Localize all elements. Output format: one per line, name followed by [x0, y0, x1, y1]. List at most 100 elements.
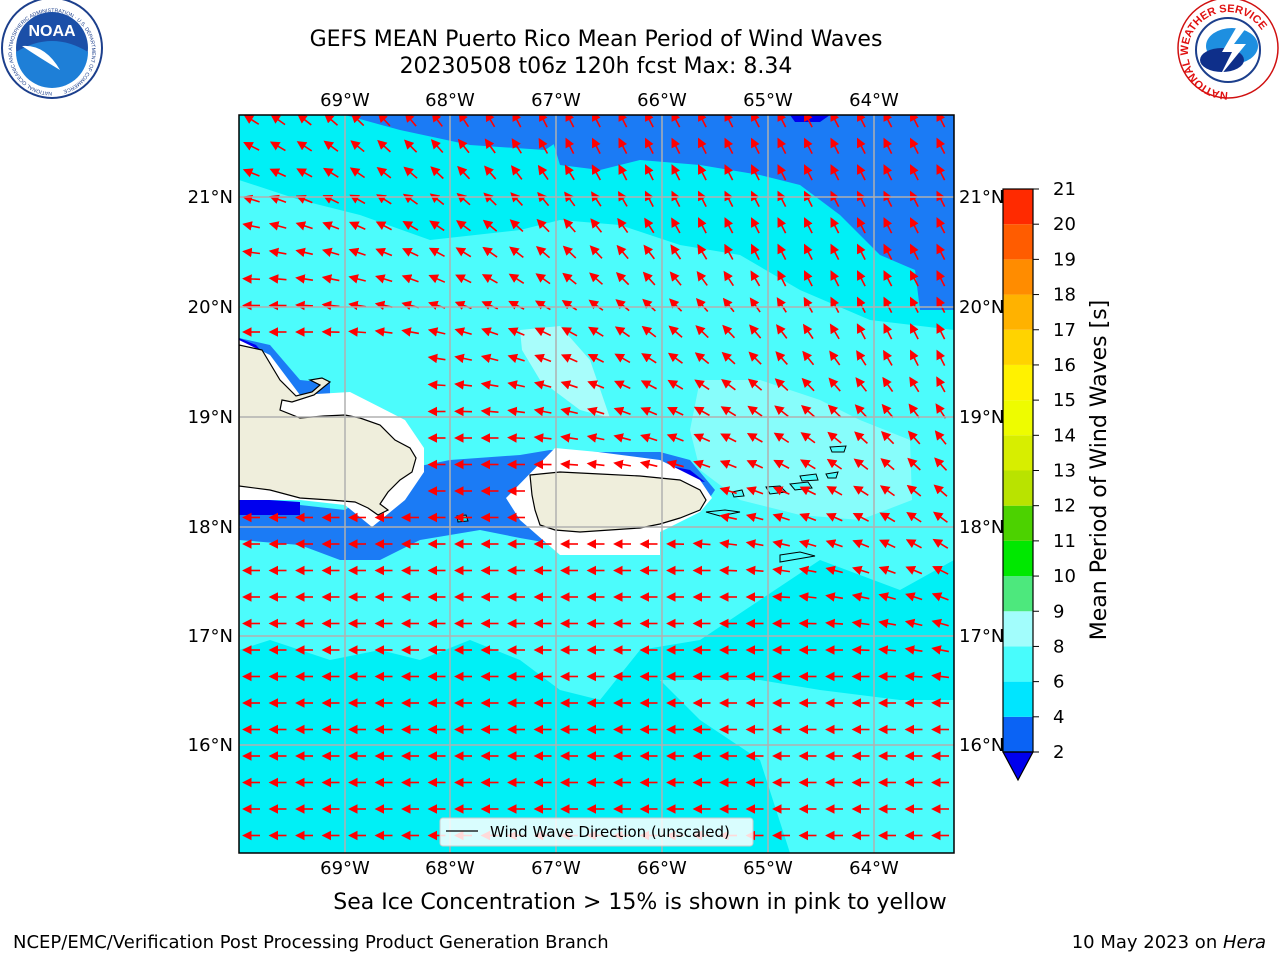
wave-direction-arrow: [642, 271, 656, 286]
colorbar-tick-label: 21: [1053, 179, 1076, 200]
wave-direction-arrow: [375, 274, 393, 284]
wave-direction-arrow: [644, 217, 655, 234]
wave-direction-arrow: [883, 164, 893, 181]
wave-direction-arrow: [828, 377, 841, 392]
wave-direction-arrow: [721, 379, 736, 391]
wave-direction-arrow: [644, 190, 654, 207]
wave-direction-arrow: [721, 351, 736, 365]
wave-direction-arrow: [856, 323, 866, 340]
colorbar-tick-label: 14: [1053, 425, 1076, 446]
wave-direction-arrow: [749, 297, 761, 313]
wave-direction-arrow: [375, 221, 392, 231]
wave-direction-arrow: [698, 190, 707, 207]
colorbar-segment: [1003, 716, 1033, 752]
wave-direction-arrow: [617, 217, 629, 233]
wave-direction-arrow: [904, 618, 923, 629]
wave-direction-arrow: [666, 459, 684, 470]
wave-direction-arrow: [586, 433, 605, 443]
wave-direction-arrow: [857, 243, 866, 260]
wave-direction-arrow: [747, 378, 763, 391]
lon-label-top: 69°W: [320, 90, 370, 111]
wave-direction-arrow: [614, 353, 631, 364]
wave-direction-arrow: [242, 221, 260, 231]
wave-direction-arrow: [429, 220, 445, 232]
lat-label-right: 21°N: [959, 187, 1004, 208]
wave-direction-arrow: [586, 459, 605, 470]
wave-direction-arrow: [348, 247, 366, 257]
wave-direction-arrow: [591, 164, 602, 181]
wave-direction-arrow: [881, 430, 895, 445]
wave-direction-arrow: [801, 404, 816, 418]
colorbar-tick-label: 17: [1053, 320, 1076, 341]
wave-direction-arrow: [508, 300, 525, 310]
wave-direction-arrow: [932, 566, 949, 575]
wave-direction-arrow: [934, 457, 948, 471]
wave-direction-arrow: [642, 298, 656, 312]
wave-direction-arrow: [751, 137, 760, 154]
wave-direction-arrow: [511, 138, 522, 154]
wave-direction-arrow: [723, 270, 735, 287]
wave-direction-arrow: [804, 243, 813, 260]
wave-direction-arrow: [560, 353, 578, 363]
wave-direction-arrow: [936, 217, 946, 234]
lon-label-bottom: 66°W: [637, 858, 687, 879]
wave-direction-arrow: [773, 432, 790, 444]
wave-direction-arrow: [430, 166, 444, 180]
lat-label-right: 20°N: [959, 297, 1004, 318]
wave-direction-arrow: [482, 219, 498, 232]
wave-direction-arrow: [825, 618, 844, 629]
wave-direction-arrow: [430, 139, 444, 154]
wave-direction-arrow: [692, 539, 711, 549]
footer-date: 10 May 2023 on Hera: [1072, 932, 1266, 953]
wave-direction-arrow: [587, 380, 605, 390]
wave-direction-arrow: [910, 137, 919, 154]
hispaniola-landmass: [239, 344, 417, 516]
wave-direction-arrow: [853, 458, 869, 470]
colorbar-segment: [1003, 294, 1033, 330]
wave-direction-arrow: [509, 246, 524, 259]
wave-direction-arrow: [507, 353, 525, 363]
wave-direction-arrow: [883, 349, 893, 366]
lat-label-left: 18°N: [188, 517, 233, 538]
wave-direction-arrow: [671, 164, 681, 181]
wave-direction-arrow: [879, 485, 895, 497]
wave-direction-arrow: [936, 190, 946, 207]
wave-direction-arrow: [507, 406, 526, 417]
wave-direction-arrow: [751, 243, 760, 260]
wave-direction-arrow: [724, 190, 734, 207]
wave-direction-arrow: [404, 139, 418, 153]
lat-label-left: 19°N: [188, 407, 233, 428]
wave-direction-arrow: [243, 115, 260, 125]
wave-direction-arrow: [587, 354, 605, 363]
wave-direction-arrow: [829, 323, 840, 340]
wave-direction-arrow: [883, 296, 893, 313]
wave-direction-arrow: [507, 380, 525, 390]
wave-direction-arrow: [564, 191, 576, 207]
wave-direction-arrow: [427, 327, 446, 337]
wave-direction-arrow: [640, 406, 658, 416]
wave-direction-arrow: [719, 512, 737, 523]
lat-label-left: 20°N: [188, 297, 233, 318]
wave-direction-arrow: [533, 433, 552, 443]
wave-direction-arrow: [510, 165, 523, 180]
wave-direction-arrow: [883, 323, 893, 340]
wave-direction-arrow: [932, 538, 949, 549]
colorbar-tick-label: 8: [1053, 636, 1064, 657]
wave-direction-arrow: [617, 190, 628, 207]
wave-direction-arrow: [296, 141, 313, 152]
wave-direction-arrow: [802, 350, 815, 366]
wave-direction-arrow: [883, 243, 893, 260]
wave-direction-arrow: [268, 221, 287, 231]
wave-direction-arrow: [268, 247, 287, 258]
lon-label-top: 65°W: [743, 90, 793, 111]
wave-direction-arrow: [698, 217, 707, 234]
wave-direction-arrow: [909, 376, 920, 393]
wave-direction-arrow: [618, 164, 628, 181]
wave-direction-arrow: [587, 406, 605, 417]
wave-direction-arrow: [772, 512, 790, 522]
wave-direction-arrow: [589, 272, 604, 285]
wave-direction-arrow: [374, 327, 393, 337]
wave-direction-arrow: [798, 592, 817, 602]
legend-label: Wind Wave Direction (unscaled): [490, 823, 730, 841]
wave-direction-arrow: [401, 274, 419, 284]
